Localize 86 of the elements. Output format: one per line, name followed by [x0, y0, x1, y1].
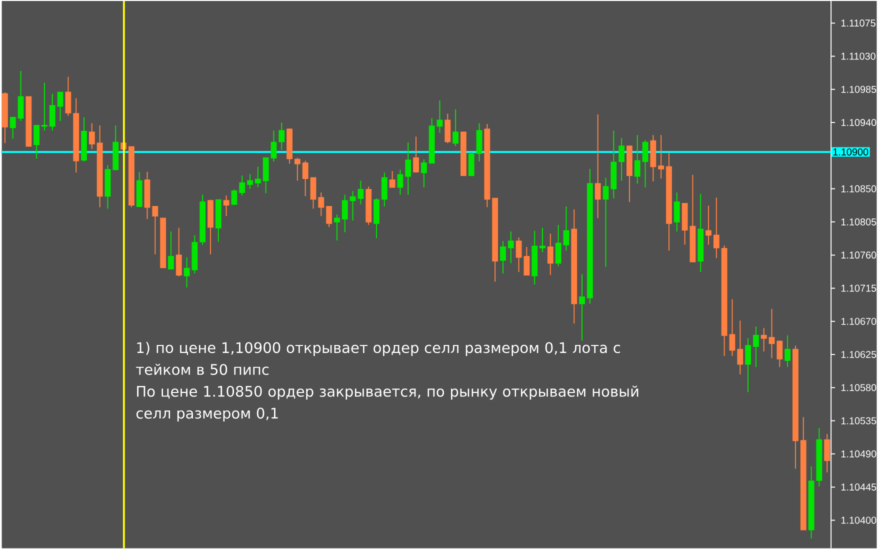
candlestick — [642, 140, 648, 188]
candlestick — [223, 194, 230, 216]
candlestick — [468, 151, 474, 177]
candlestick — [413, 136, 419, 173]
candlestick — [334, 214, 340, 241]
candlestick — [176, 227, 182, 277]
candlestick — [247, 173, 253, 190]
candlestick — [555, 224, 562, 267]
y-tick-label: 1.10445 — [841, 483, 876, 490]
candlestick — [318, 192, 324, 216]
candlestick — [294, 157, 300, 182]
y-tick-label: 1.11030 — [841, 52, 876, 60]
candlestick — [452, 108, 458, 146]
candlestick — [824, 433, 830, 473]
candlestick — [602, 177, 609, 268]
y-tick-label: 1.10490 — [841, 450, 876, 458]
y-tick-label: 1.10580 — [841, 384, 876, 392]
candlestick — [389, 170, 396, 188]
y-tick-label: 1.10535 — [841, 417, 876, 424]
candlestick — [65, 76, 72, 116]
y-tick-label: 1.11075 — [841, 19, 876, 26]
candlestick — [768, 308, 775, 359]
candlestick — [508, 230, 514, 264]
candlestick — [184, 256, 190, 288]
candlestick — [168, 230, 174, 270]
y-tick-label: 1.10985 — [841, 86, 876, 93]
candlestick — [737, 320, 744, 375]
candlestick — [547, 233, 554, 276]
candlestick — [444, 113, 451, 144]
candlestick — [594, 114, 601, 219]
candlestick — [270, 130, 277, 162]
candlestick — [563, 206, 570, 252]
candlestick — [540, 227, 546, 253]
candlestick — [618, 137, 625, 182]
candlestick — [706, 205, 712, 246]
candlestick — [752, 326, 759, 368]
candlestick — [278, 122, 285, 150]
annotation: 1) по цене 1,10900 открывает ордер селл размером 0,1 лота с тейком в 50 пипс — [136, 342, 620, 375]
candlestick — [776, 340, 783, 368]
candlestick — [326, 206, 332, 228]
candlestick — [231, 188, 238, 206]
candlestick — [420, 158, 427, 188]
candlestick — [760, 327, 767, 352]
y-tick-label: 1.10400 — [841, 516, 876, 524]
candlestick — [342, 194, 348, 233]
candlestick — [405, 142, 412, 196]
candlestick — [88, 122, 95, 150]
candlestick — [397, 169, 404, 196]
y-tick-label: 1.10625 — [841, 350, 876, 358]
y-tick-label: 1.10715 — [841, 284, 876, 292]
candlestick — [254, 166, 261, 188]
candlestick — [302, 160, 308, 197]
candlestick — [239, 174, 246, 196]
candlestick — [152, 206, 158, 255]
y-tick-label: 1.10670 — [841, 318, 876, 325]
candlestick — [658, 134, 664, 179]
candlestick — [729, 298, 736, 356]
candlestick — [262, 157, 269, 194]
candlestick — [784, 334, 791, 368]
candlestick — [579, 274, 585, 341]
y-tick-label: 1.10760 — [841, 251, 876, 258]
candlestick — [713, 197, 720, 258]
candlestick — [358, 180, 364, 205]
candlestick — [500, 240, 506, 274]
candlestick — [674, 192, 680, 232]
y-tick-label: 1.10850 — [841, 185, 876, 192]
candlestick — [634, 134, 640, 184]
candlestick — [374, 198, 380, 239]
candlestick — [350, 190, 356, 221]
candlestick — [476, 122, 482, 162]
y-tick-label: 1.10940 — [841, 118, 876, 126]
candlestick — [34, 124, 40, 159]
candlestick — [436, 100, 443, 134]
candlestick — [57, 92, 64, 122]
candlestick — [310, 177, 316, 210]
candlestick — [10, 116, 16, 140]
candlestick — [18, 70, 24, 122]
annotation: По цене 1.10850 ордер закрывается, по рынку открываем новый селл размером 0,1 — [136, 385, 638, 422]
candlestick — [49, 93, 56, 132]
candlestick — [745, 338, 751, 392]
candlestick — [516, 236, 522, 272]
candlestick — [381, 172, 388, 207]
y-tick-label: 1.10805 — [841, 218, 876, 226]
candlestick — [42, 82, 48, 132]
candlestick — [524, 246, 530, 276]
ref-line-label: 1.10900 — [833, 148, 868, 156]
